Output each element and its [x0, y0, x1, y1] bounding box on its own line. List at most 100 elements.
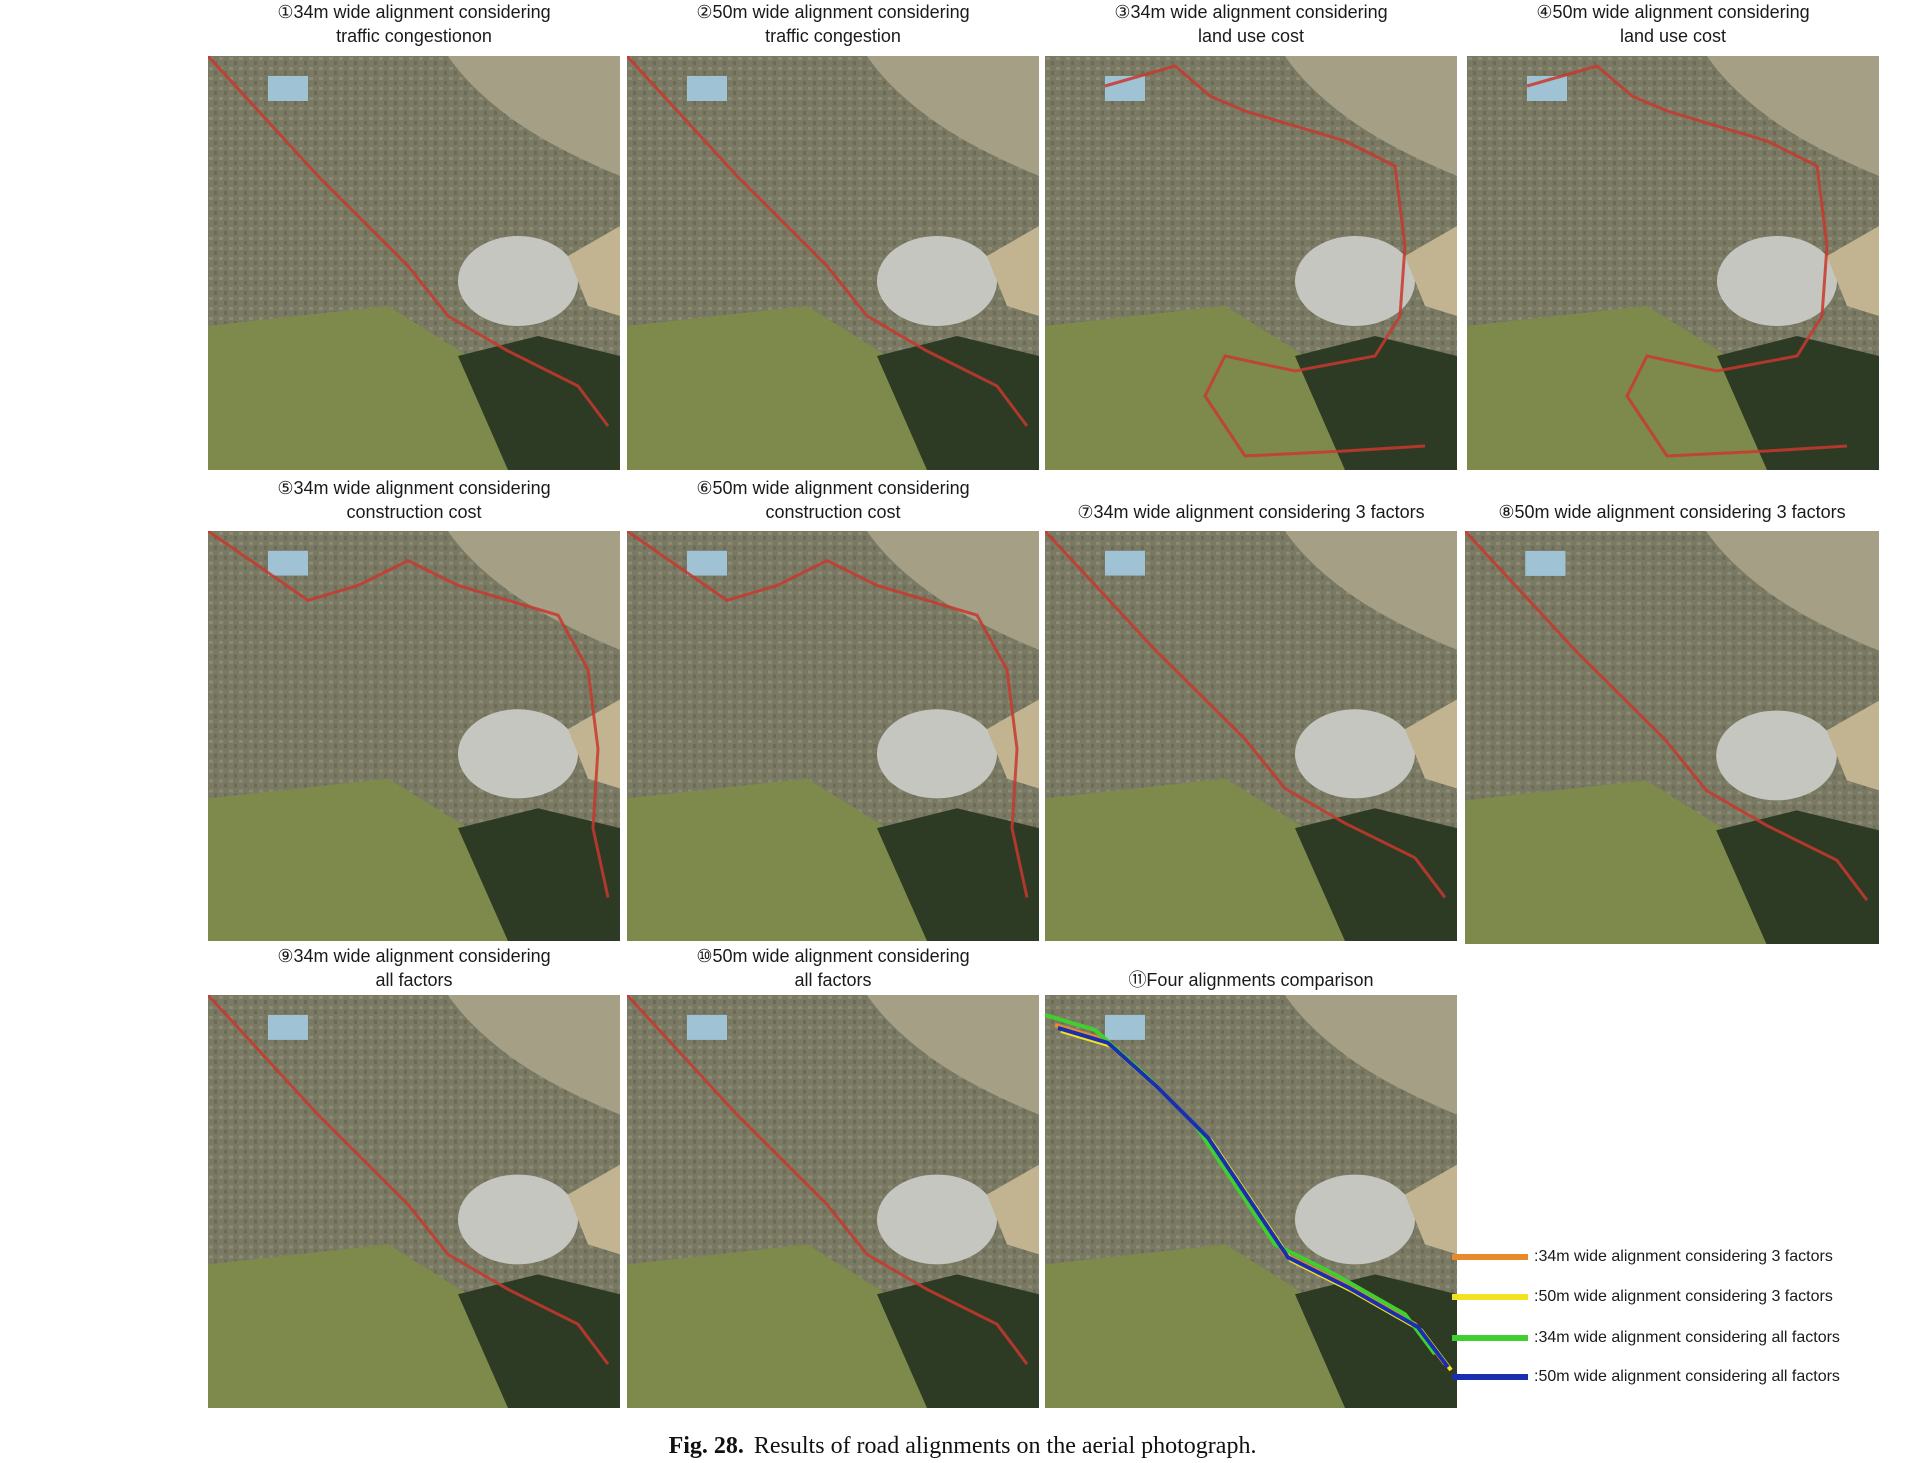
sand-area: [568, 226, 620, 316]
farmland: [208, 778, 508, 941]
quarry-site: [877, 1174, 997, 1265]
farmland: [208, 1244, 508, 1408]
estuary: [448, 995, 620, 1115]
estuary: [867, 995, 1039, 1115]
forest: [1295, 808, 1457, 941]
alignment-line: [208, 56, 610, 427]
legend-label: :34m wide alignment considering all fact…: [1534, 1329, 1840, 1346]
quarry-site: [877, 236, 997, 326]
panel-title: ④50m wide alignment considering land use…: [1536, 2, 1810, 46]
map-panel-7: ⑦34m wide alignment considering 3 factor…: [1045, 476, 1457, 941]
alignment-line: [1526, 64, 1848, 458]
map-panel-1: ①34m wide alignment considering traffic …: [208, 0, 620, 470]
aerial-map: [208, 995, 620, 1408]
sand-area: [568, 1164, 620, 1255]
legend-item-50m-3-factors: :50m wide alignment considering 3 factor…: [1452, 1285, 1833, 1309]
forest: [877, 1274, 1039, 1408]
alignment-line: [208, 995, 610, 1366]
industrial-roof: [1105, 1014, 1145, 1040]
panel-title: ⑪Four alignments comparison: [1128, 970, 1374, 990]
map-panel-10: ⑩50m wide alignment considering all fact…: [627, 944, 1039, 1408]
estuary: [1285, 995, 1457, 1115]
sand-area: [987, 226, 1039, 316]
forest: [1716, 810, 1879, 944]
alignment-line: [1465, 531, 1869, 902]
sand-area: [987, 1164, 1039, 1255]
estuary: [1285, 531, 1457, 650]
quarry-site: [1717, 236, 1837, 326]
farmland: [1045, 778, 1345, 941]
map-panel-8: ⑧50m wide alignment considering 3 factor…: [1465, 476, 1879, 944]
alignment-line: [1057, 1026, 1450, 1369]
alignment-line: [627, 995, 1029, 1366]
industrial-roof: [268, 76, 308, 101]
quarry-site: [458, 236, 578, 326]
legend-swatch: [1452, 1374, 1528, 1380]
legend-label: :34m wide alignment considering 3 factor…: [1534, 1248, 1833, 1265]
quarry-site: [458, 709, 578, 799]
estuary: [867, 531, 1039, 650]
panel-title: ①34m wide alignment considering traffic …: [277, 2, 551, 46]
estuary: [1285, 56, 1457, 176]
alignment-line: [1045, 531, 1447, 899]
sand-area: [1405, 226, 1457, 316]
quarry-site: [1295, 1174, 1415, 1265]
aerial-map: [1467, 56, 1879, 470]
forest: [458, 808, 620, 941]
farmland: [1045, 1244, 1345, 1408]
aerial-map: [208, 531, 620, 941]
industrial-roof: [268, 1014, 308, 1040]
panel-title: ③34m wide alignment considering land use…: [1114, 2, 1388, 46]
forest: [877, 808, 1039, 941]
estuary: [448, 56, 620, 176]
industrial-roof: [1525, 550, 1566, 576]
alignment-line: [627, 531, 1029, 898]
legend-swatch: [1452, 1254, 1528, 1260]
estuary: [448, 531, 620, 650]
panel-title: ②50m wide alignment considering traffic …: [696, 2, 970, 46]
map-panel-9: ⑨34m wide alignment considering all fact…: [208, 944, 620, 1408]
sand-area: [1827, 226, 1879, 316]
alignment-line: [627, 56, 1029, 427]
panel-title: ⑨34m wide alignment considering all fact…: [277, 946, 551, 990]
panel-title: ⑦34m wide alignment considering 3 factor…: [1077, 502, 1425, 522]
industrial-roof: [687, 1014, 727, 1040]
forest: [1295, 1274, 1457, 1408]
aerial-map: [1045, 56, 1457, 470]
map-panel-5: ⑤34m wide alignment considering construc…: [208, 476, 620, 941]
quarry-site: [1295, 236, 1415, 326]
aerial-map: [627, 531, 1039, 941]
aerial-map: [1465, 531, 1879, 944]
forest: [877, 336, 1039, 470]
quarry-site: [1295, 709, 1415, 799]
legend-item-34m-3-factors: :34m wide alignment considering 3 factor…: [1452, 1245, 1833, 1269]
legend-label: :50m wide alignment considering all fact…: [1534, 1368, 1840, 1385]
map-panel-6: ⑥50m wide alignment considering construc…: [627, 476, 1039, 941]
farmland: [1465, 780, 1767, 944]
panel-title: ⑥50m wide alignment considering construc…: [696, 478, 970, 522]
legend-item-50m-all-factors: :50m wide alignment considering all fact…: [1452, 1365, 1840, 1389]
forest: [1295, 336, 1457, 470]
caption-text: Results of road alignments on the aerial…: [753, 1433, 1257, 1459]
forest: [458, 1274, 620, 1408]
industrial-roof: [687, 550, 727, 576]
panel-title: ⑩50m wide alignment considering all fact…: [696, 946, 970, 990]
estuary: [1707, 56, 1879, 176]
panel-title: ⑧50m wide alignment considering 3 factor…: [1498, 502, 1846, 522]
farmland: [627, 1244, 927, 1408]
forest: [1717, 336, 1879, 470]
sand-area: [1405, 1164, 1457, 1255]
farmland: [627, 778, 927, 941]
industrial-roof: [268, 550, 308, 576]
farmland: [627, 306, 927, 470]
quarry-site: [458, 1174, 578, 1265]
quarry-site: [1716, 710, 1837, 801]
panel-title: ⑤34m wide alignment considering construc…: [277, 478, 551, 522]
caption-label: Fig. 28.: [668, 1433, 744, 1459]
legend-swatch: [1452, 1294, 1528, 1300]
legend-label: :50m wide alignment considering 3 factor…: [1534, 1288, 1833, 1305]
farmland: [1467, 306, 1767, 470]
aerial-map: [627, 995, 1039, 1408]
map-panel-11: ⑪Four alignments comparison: [1045, 944, 1457, 1408]
estuary: [867, 56, 1039, 176]
